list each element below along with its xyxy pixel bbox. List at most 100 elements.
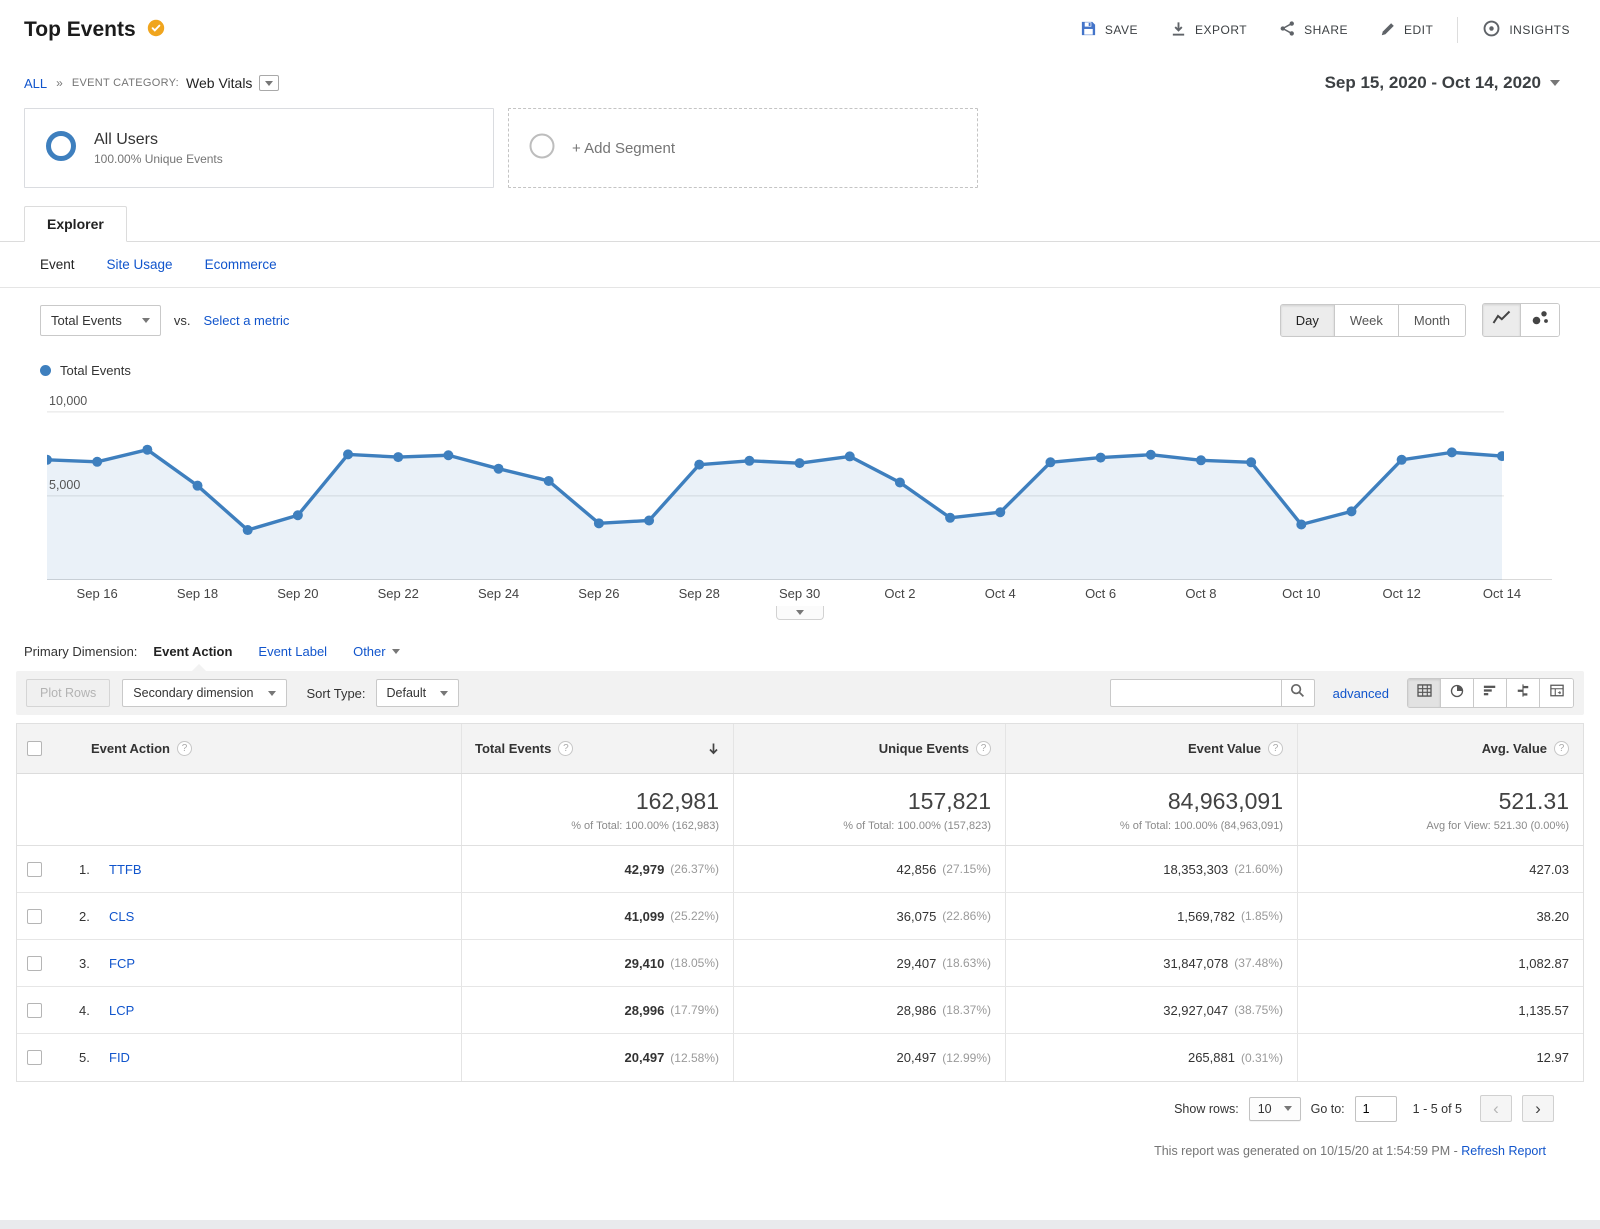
total-events-pct: (17.79%) — [670, 1003, 719, 1017]
summary-unique-events-sub: % of Total: 100.00% (157,823) — [843, 819, 991, 832]
select-all-checkbox[interactable] — [26, 741, 42, 756]
y-axis-label: 10,000 — [49, 393, 88, 408]
comparison-view-button[interactable] — [1507, 679, 1540, 707]
granularity-day-button[interactable]: Day — [1280, 304, 1335, 336]
total-events-chart[interactable]: 5,000 10,000 — [47, 390, 1552, 580]
column-event-action[interactable]: Event Action ? — [51, 724, 461, 773]
event-value-pct: (1.85%) — [1240, 909, 1283, 923]
event-action-link[interactable]: TTFB — [109, 861, 142, 877]
share-button[interactable]: SHARE — [1279, 20, 1348, 40]
sort-descending-icon — [708, 742, 719, 756]
header-checkbox-cell — [17, 724, 51, 773]
cell-total-events: 28,996 (17.79%) — [461, 987, 733, 1033]
insights-button[interactable]: INSIGHTS — [1482, 19, 1570, 41]
x-axis-label: Oct 6 — [1085, 586, 1117, 601]
dimension-other[interactable]: Other — [353, 644, 400, 659]
help-icon[interactable]: ? — [1268, 741, 1283, 756]
help-icon[interactable]: ? — [976, 741, 991, 756]
next-page-button[interactable]: › — [1522, 1095, 1554, 1122]
granularity-month-button[interactable]: Month — [1398, 304, 1465, 336]
cell-avg-value: 1,082.87 — [1297, 940, 1583, 986]
performance-view-button[interactable] — [1474, 679, 1507, 707]
tab-site-usage[interactable]: Site Usage — [106, 257, 173, 272]
select-metric-link[interactable]: Select a metric — [203, 312, 290, 328]
export-button[interactable]: EXPORT — [1170, 20, 1247, 40]
insights-label: INSIGHTS — [1509, 23, 1570, 37]
row-checkbox[interactable] — [26, 1050, 42, 1065]
event-value-value: 18,353,303 — [1163, 861, 1229, 877]
edit-button[interactable]: EDIT — [1380, 21, 1433, 40]
help-icon[interactable]: ? — [1554, 741, 1569, 756]
previous-page-button[interactable]: ‹ — [1480, 1095, 1512, 1122]
event-action-link[interactable]: FCP — [109, 955, 135, 971]
header-actions: SAVE EXPORT SHARE EDIT INSIGHTS — [1080, 17, 1570, 43]
show-rows-select[interactable]: 10 — [1248, 1096, 1301, 1121]
summary-avg-value-sub: Avg for View: 521.30 (0.00%) — [1426, 819, 1569, 832]
event-category-dropdown[interactable] — [259, 75, 280, 91]
column-event-value[interactable]: Event Value ? — [1005, 724, 1297, 773]
plot-rows-button[interactable]: Plot Rows — [26, 679, 111, 707]
row-checkbox[interactable] — [26, 861, 42, 877]
cell-unique-events: 20,497 (12.99%) — [733, 1034, 1005, 1081]
pivot-view-button[interactable] — [1540, 679, 1573, 707]
event-action-link[interactable]: CLS — [109, 908, 135, 924]
save-label: SAVE — [1104, 23, 1139, 37]
x-axis-label: Oct 2 — [884, 586, 916, 601]
metric-select-dropdown[interactable]: Total Events — [40, 304, 161, 336]
total-events-value: 42,979 — [624, 861, 665, 877]
event-action-link[interactable]: LCP — [109, 1002, 135, 1018]
advanced-search-link[interactable]: advanced — [1332, 685, 1389, 701]
tab-event[interactable]: Event — [40, 257, 75, 272]
avg-value-value: 1,082.87 — [1518, 955, 1569, 971]
y-axis-label: 5,000 — [49, 477, 81, 492]
line-chart-button[interactable] — [1483, 304, 1521, 336]
date-range-picker[interactable]: Sep 15, 2020 - Oct 14, 2020 — [1325, 73, 1560, 93]
column-unique-events[interactable]: Unique Events ? — [733, 724, 1005, 773]
chart-collapse-handle[interactable] — [776, 606, 824, 620]
search-button[interactable] — [1280, 679, 1315, 707]
dimension-event-label[interactable]: Event Label — [258, 644, 328, 659]
secondary-dimension-dropdown[interactable]: Secondary dimension — [122, 679, 287, 707]
add-segment-button[interactable]: + Add Segment — [508, 108, 978, 188]
chevron-down-icon — [1283, 1106, 1292, 1111]
events-table: Event Action ? Total Events ? Unique Eve… — [16, 723, 1584, 1082]
goto-page-input[interactable] — [1354, 1095, 1397, 1122]
export-label: EXPORT — [1195, 23, 1248, 37]
legend-label: Total Events — [60, 363, 131, 378]
save-button[interactable]: SAVE — [1080, 20, 1138, 40]
help-icon[interactable]: ? — [176, 741, 192, 756]
dimension-event-action[interactable]: Event Action — [153, 644, 233, 659]
row-checkbox[interactable] — [26, 955, 42, 971]
table-view-button[interactable] — [1408, 679, 1441, 707]
segment-all-users[interactable]: All Users 100.00% Unique Events — [24, 108, 494, 188]
sort-type-dropdown[interactable]: Default — [375, 679, 460, 707]
row-checkbox[interactable] — [26, 908, 42, 924]
segment-title: All Users — [94, 130, 159, 148]
save-icon — [1080, 20, 1097, 40]
tab-explorer[interactable]: Explorer — [24, 206, 127, 242]
row-index: 1. — [79, 861, 90, 877]
percentage-view-button[interactable] — [1441, 679, 1474, 707]
pie-chart-icon — [1450, 684, 1464, 703]
granularity-week-button[interactable]: Week — [1334, 304, 1399, 336]
help-icon[interactable]: ? — [558, 741, 574, 756]
event-value-value: 31,847,078 — [1163, 955, 1229, 971]
motion-chart-button[interactable] — [1521, 304, 1559, 336]
row-checkbox[interactable] — [26, 1002, 42, 1018]
column-total-events[interactable]: Total Events ? — [461, 724, 733, 773]
x-axis-labels: Sep 16 Sep 18 Sep 20 Sep 22 Sep 24 Sep 26 Sep … — [47, 580, 1552, 606]
event-action-link[interactable]: FID — [109, 1050, 130, 1065]
breadcrumb-all-link[interactable]: ALL — [24, 75, 48, 91]
generated-text: This report was generated on 10/15/20 at… — [1154, 1144, 1458, 1158]
x-axis-label: Sep 28 — [678, 586, 720, 601]
search-input[interactable] — [1109, 679, 1282, 707]
event-value-pct: (0.31%) — [1240, 1050, 1283, 1065]
chevron-down-icon — [391, 649, 400, 654]
column-avg-value[interactable]: Avg. Value ? — [1297, 724, 1583, 773]
refresh-report-link[interactable]: Refresh Report — [1461, 1144, 1546, 1158]
vs-label: vs. — [173, 312, 191, 328]
cell-event-value: 1,569,782 (1.85%) — [1005, 893, 1297, 939]
verified-badge-icon — [146, 18, 166, 43]
tab-ecommerce[interactable]: Ecommerce — [204, 257, 277, 272]
